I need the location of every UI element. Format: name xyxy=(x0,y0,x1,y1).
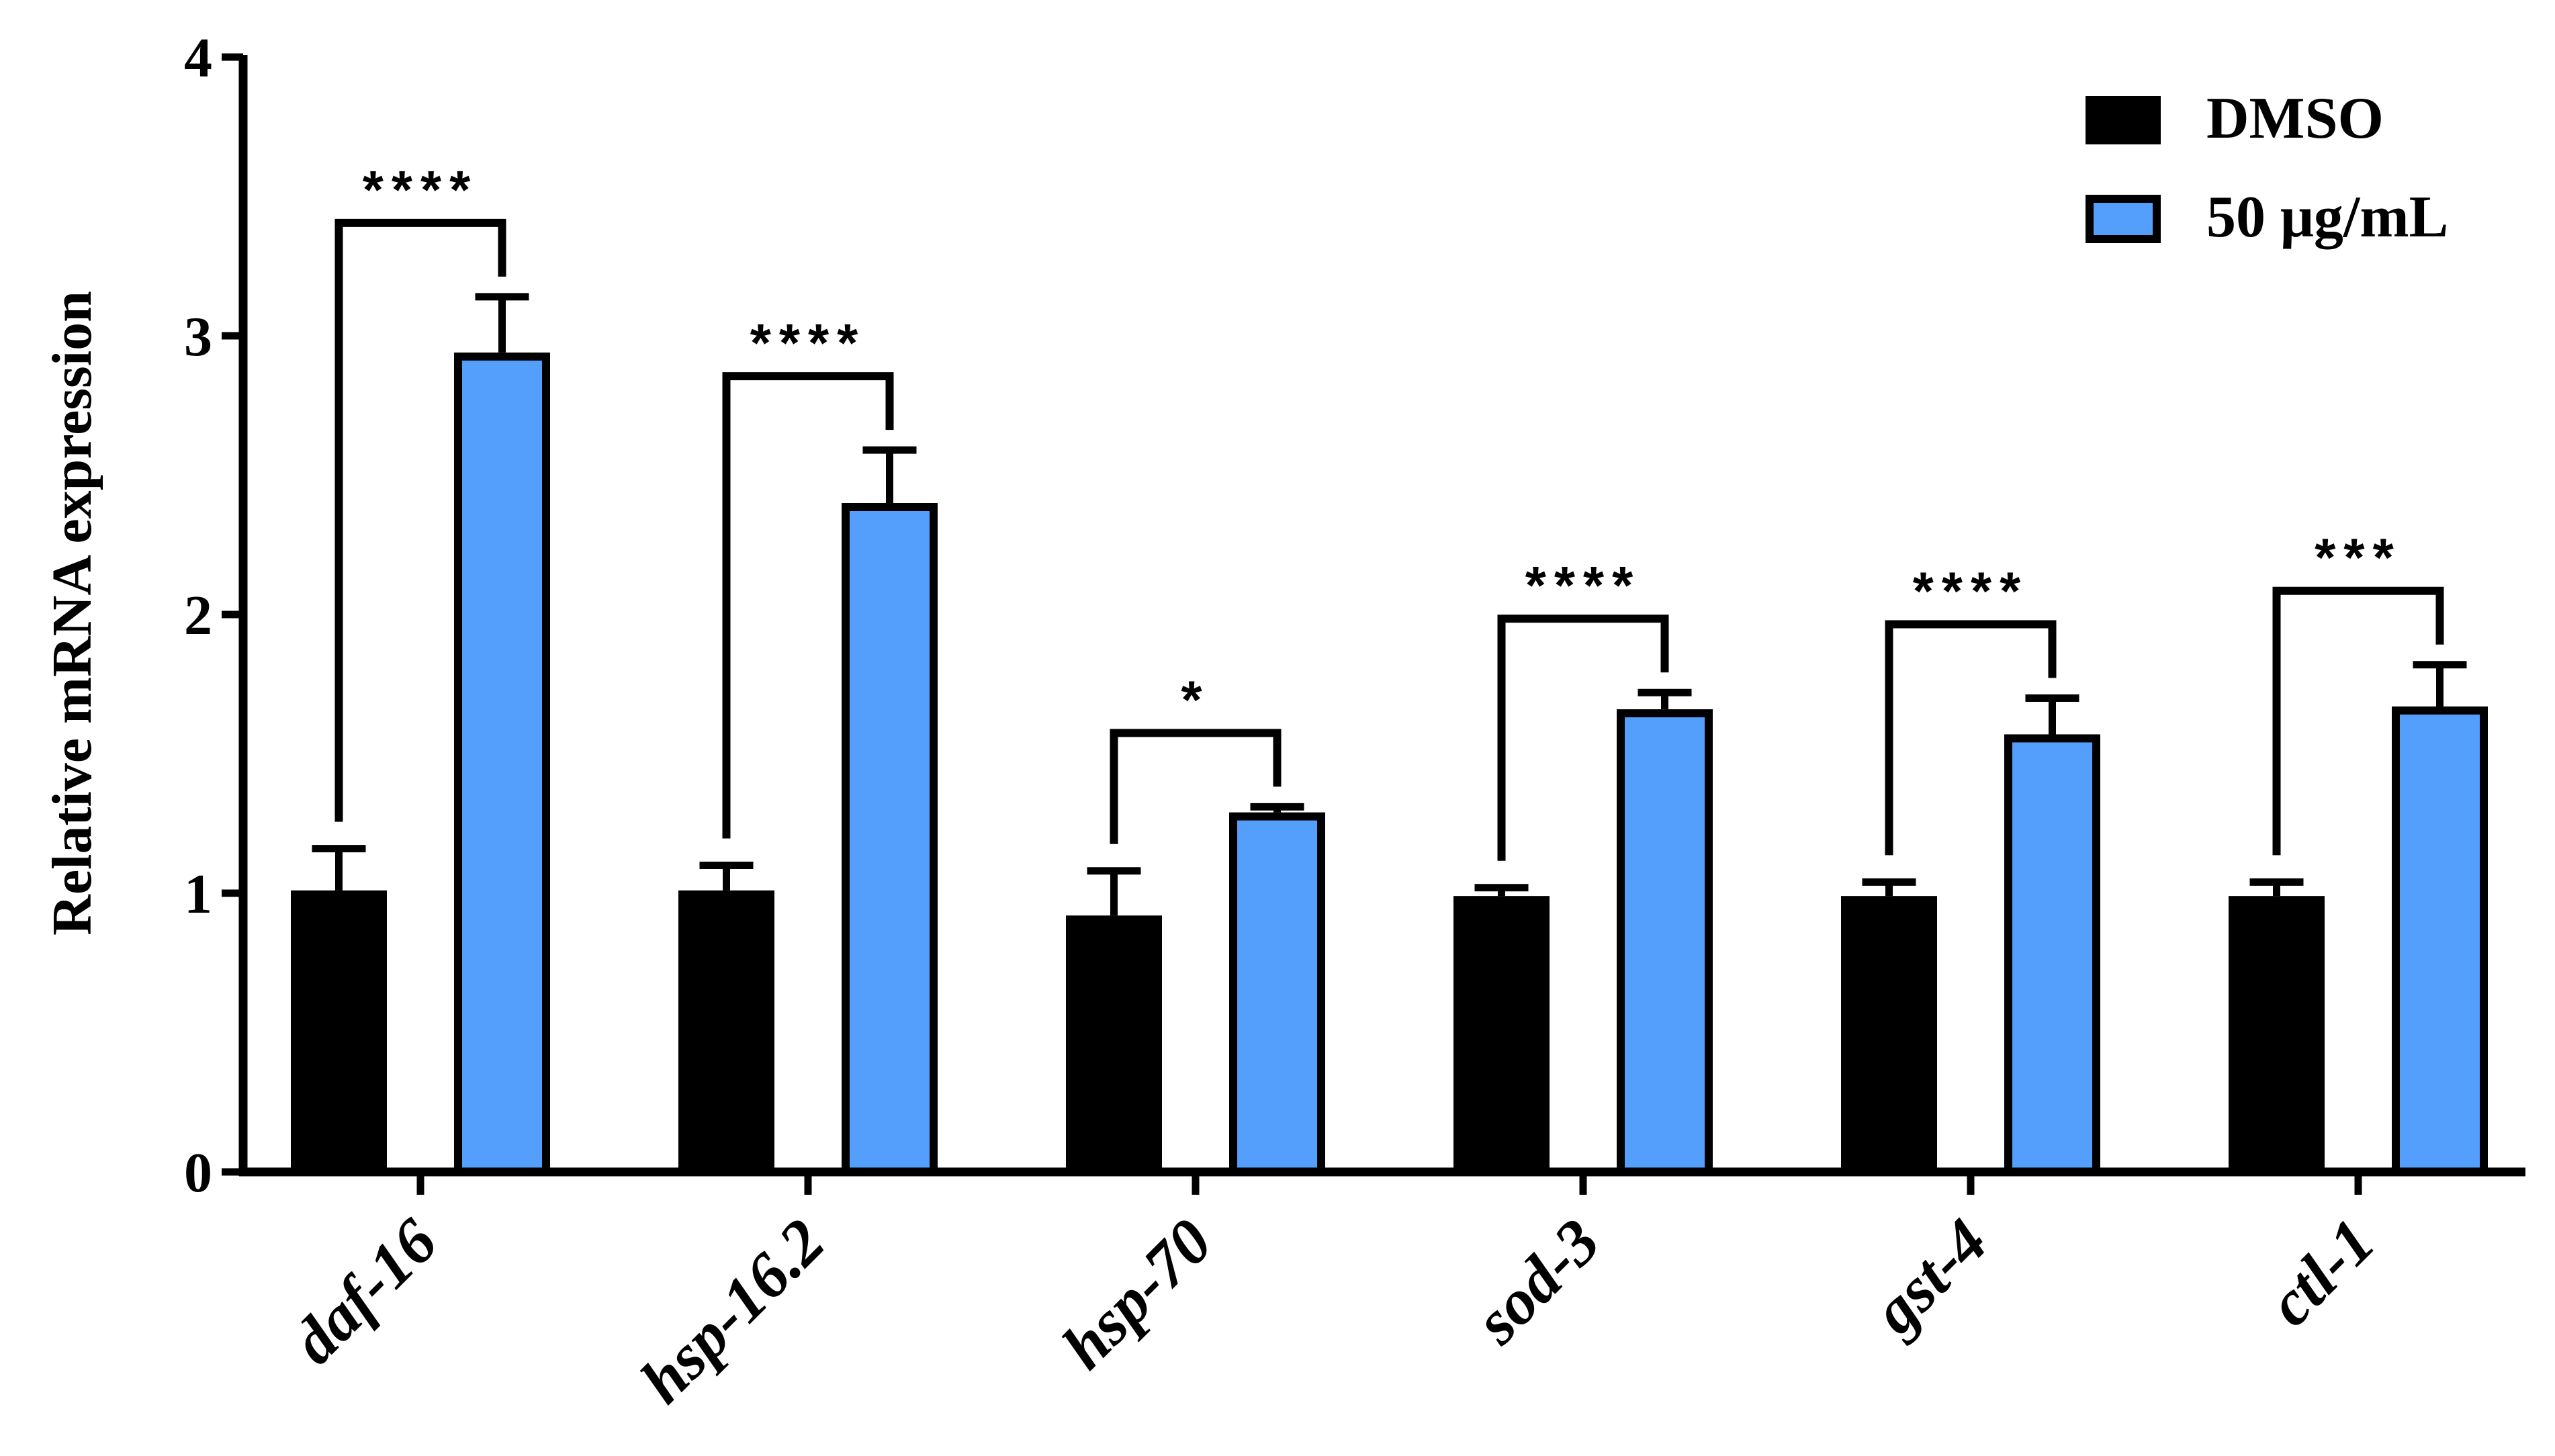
significance-label: * xyxy=(1181,670,1210,729)
significance-label: **** xyxy=(1525,555,1642,615)
x-category-label: hsp-70 xyxy=(1048,1205,1226,1382)
significance-label: **** xyxy=(363,160,479,220)
bars-layer xyxy=(291,352,2488,1177)
significance-bracket xyxy=(1110,729,1282,844)
y-ticks-layer: 0 1 2 3 4 xyxy=(184,27,243,1204)
legend-swatch-treatment xyxy=(2086,195,2161,243)
y-tick-label: 0 xyxy=(184,1142,212,1204)
significance-bracket xyxy=(722,372,894,839)
bar-treatment-daf-16 xyxy=(454,352,550,1176)
y-tick-label: 3 xyxy=(184,306,212,368)
x-category-label: hsp-16.2 xyxy=(627,1205,838,1416)
bar-treatment-hsp-70 xyxy=(1229,812,1325,1176)
axes-layer xyxy=(238,55,2525,1177)
bar-treatment-hsp-16.2 xyxy=(842,503,938,1176)
x-category-label: sod-3 xyxy=(1461,1205,1613,1357)
significance-bracket xyxy=(1497,615,1669,861)
y-tick-label: 4 xyxy=(184,27,212,89)
bar-treatment-sod-3 xyxy=(1617,709,1713,1176)
bar-treatment-gst-4 xyxy=(2004,734,2100,1176)
legend-label-treatment: 50 μg/mL xyxy=(2206,185,2448,250)
legend-swatch-dmso xyxy=(2086,96,2161,144)
x-category-label: ctl-1 xyxy=(2254,1205,2388,1339)
bar-treatment-ctl-1 xyxy=(2392,706,2488,1176)
significance-label: **** xyxy=(1913,561,2029,621)
y-tick-label: 2 xyxy=(184,584,212,647)
significance-bracket xyxy=(2272,586,2444,856)
y-tick-label: 1 xyxy=(184,863,212,925)
x-ticks-layer: daf-16 hsp-16.2 hsp-70 sod-3 gst-4 ctl-1 xyxy=(278,1172,2388,1416)
y-axis-label: Relative mRNA expression xyxy=(41,291,103,936)
significance-layer: ************* ******* xyxy=(334,160,2444,861)
bar-dmso-sod-3 xyxy=(1453,896,1550,1177)
x-category-label: daf-16 xyxy=(278,1205,451,1377)
error-bars-layer xyxy=(312,293,2467,916)
significance-label: *** xyxy=(2315,528,2401,588)
bar-dmso-gst-4 xyxy=(1841,896,1937,1177)
significance-bracket xyxy=(1885,620,2057,856)
bar-dmso-hsp-16.2 xyxy=(678,890,774,1176)
legend-label-dmso: DMSO xyxy=(2206,86,2384,151)
significance-bracket xyxy=(334,218,506,822)
significance-label: **** xyxy=(750,313,866,373)
bar-dmso-ctl-1 xyxy=(2229,896,2325,1177)
bar-dmso-daf-16 xyxy=(291,890,387,1176)
bar-dmso-hsp-70 xyxy=(1066,915,1162,1176)
legend: DMSO 50 μg/mL xyxy=(2086,86,2448,250)
x-category-label: gst-4 xyxy=(1858,1205,2001,1348)
